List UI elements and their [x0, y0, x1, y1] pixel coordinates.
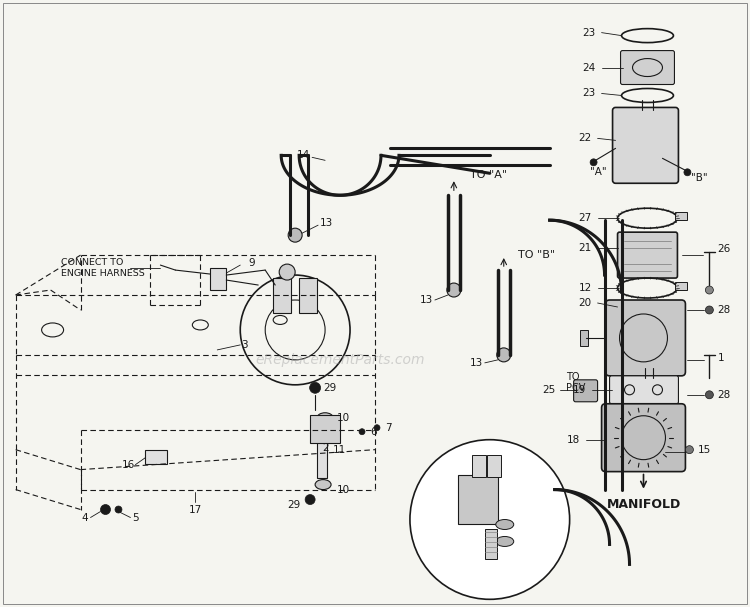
Circle shape — [496, 348, 511, 362]
Circle shape — [706, 286, 713, 294]
Circle shape — [410, 439, 570, 599]
FancyBboxPatch shape — [574, 380, 598, 402]
Text: 28: 28 — [717, 390, 730, 400]
FancyBboxPatch shape — [605, 300, 686, 376]
Text: 7: 7 — [385, 422, 392, 433]
Bar — [484, 529, 496, 560]
Text: 13: 13 — [420, 295, 433, 305]
Text: 6: 6 — [370, 427, 376, 436]
Ellipse shape — [315, 480, 331, 490]
Bar — [317, 428, 327, 478]
Circle shape — [374, 425, 380, 431]
FancyBboxPatch shape — [617, 232, 677, 278]
Text: 28: 28 — [717, 305, 730, 315]
Text: 26: 26 — [717, 244, 730, 254]
Circle shape — [100, 504, 110, 515]
Text: 1: 1 — [717, 353, 724, 363]
Text: 13: 13 — [320, 218, 333, 228]
Text: 10: 10 — [337, 413, 350, 422]
Bar — [146, 450, 167, 464]
Bar — [676, 282, 688, 290]
Text: 15: 15 — [698, 445, 711, 455]
Circle shape — [288, 228, 302, 242]
FancyBboxPatch shape — [613, 107, 679, 183]
Text: 16: 16 — [122, 459, 136, 470]
Circle shape — [706, 306, 713, 314]
Text: 10: 10 — [337, 484, 350, 495]
Circle shape — [686, 446, 694, 453]
Text: 29: 29 — [287, 500, 300, 509]
Text: TO "A": TO "A" — [470, 171, 507, 180]
Text: 13: 13 — [470, 358, 483, 368]
Circle shape — [706, 391, 713, 399]
Text: MANIFOLD: MANIFOLD — [607, 498, 681, 511]
Text: 23: 23 — [582, 89, 596, 98]
Text: 22: 22 — [578, 134, 592, 143]
Bar — [310, 415, 340, 443]
Circle shape — [590, 159, 597, 166]
Text: 3: 3 — [242, 340, 248, 350]
Bar — [487, 455, 501, 476]
Circle shape — [310, 382, 320, 393]
Text: 12: 12 — [578, 283, 592, 293]
Text: 14: 14 — [297, 151, 310, 160]
Ellipse shape — [496, 537, 514, 546]
Circle shape — [279, 264, 296, 280]
Text: 2: 2 — [322, 443, 328, 453]
FancyBboxPatch shape — [610, 376, 679, 404]
Text: 20: 20 — [578, 298, 592, 308]
Text: 18: 18 — [566, 435, 580, 445]
Text: TO
PCV: TO PCV — [566, 372, 585, 393]
Circle shape — [115, 506, 122, 513]
Ellipse shape — [317, 413, 333, 422]
Ellipse shape — [496, 520, 514, 529]
Text: 9: 9 — [248, 258, 255, 268]
Text: 29: 29 — [323, 383, 336, 393]
FancyBboxPatch shape — [620, 50, 674, 84]
Circle shape — [305, 495, 315, 504]
Bar — [580, 330, 587, 346]
Bar — [273, 278, 291, 313]
Text: TO "B": TO "B" — [518, 250, 555, 260]
Text: 4: 4 — [82, 512, 88, 523]
Circle shape — [359, 429, 365, 435]
Text: 19: 19 — [572, 385, 586, 395]
Text: "B": "B" — [692, 173, 708, 183]
Circle shape — [447, 283, 460, 297]
Bar — [472, 455, 486, 476]
Text: 5: 5 — [133, 512, 139, 523]
Bar — [210, 268, 226, 290]
Text: CONNECT TO
ENGINE HARNESS: CONNECT TO ENGINE HARNESS — [61, 259, 144, 278]
FancyBboxPatch shape — [602, 404, 686, 472]
Text: 27: 27 — [578, 213, 592, 223]
Text: eReplacementParts.com: eReplacementParts.com — [255, 353, 424, 367]
Circle shape — [684, 169, 691, 176]
Bar — [676, 212, 688, 220]
Text: 21: 21 — [578, 243, 592, 253]
Text: "A": "A" — [590, 168, 606, 177]
Text: 23: 23 — [582, 28, 596, 38]
Bar — [299, 278, 317, 313]
Text: 24: 24 — [582, 63, 596, 73]
Text: 17: 17 — [189, 504, 202, 515]
Text: 11: 11 — [333, 445, 346, 455]
Text: 25: 25 — [542, 385, 556, 395]
Bar — [458, 475, 498, 524]
